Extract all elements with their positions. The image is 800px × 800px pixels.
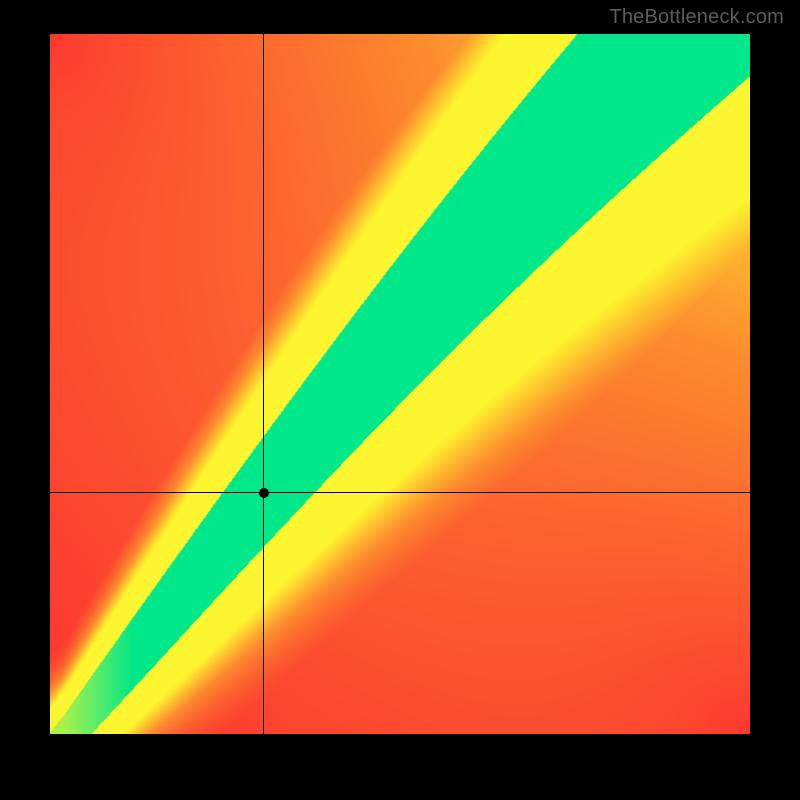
marker-dot xyxy=(259,488,269,498)
crosshair-vertical xyxy=(263,34,264,734)
heatmap-canvas xyxy=(50,34,750,734)
watermark-text: TheBottleneck.com xyxy=(609,6,784,29)
bottleneck-heatmap xyxy=(50,34,750,734)
crosshair-horizontal xyxy=(50,492,750,493)
